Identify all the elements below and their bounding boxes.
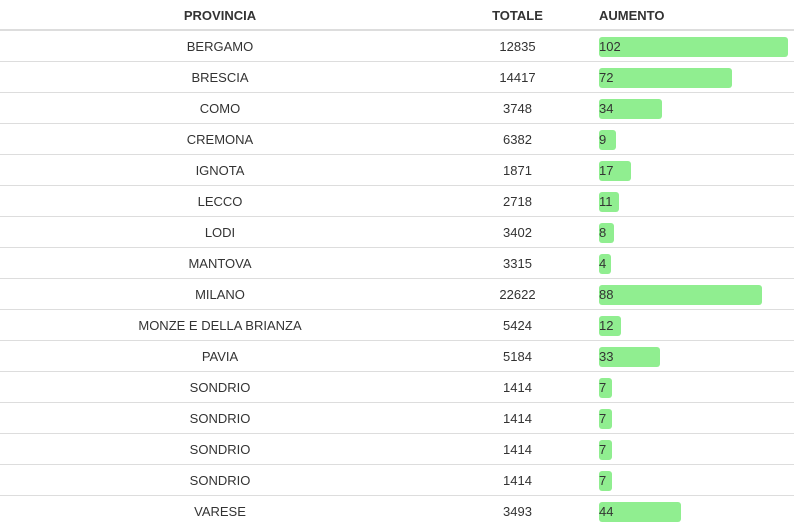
header-totale[interactable]: TOTALE [492,8,543,23]
aumento-value-label: 88 [599,287,614,302]
provincia-cell: BRESCIA [191,70,249,85]
totale-cell: 5424 [503,318,532,333]
aumento-bar [599,285,762,305]
table-row: BRESCIA 14417 72 [0,62,794,93]
aumento-value-label: 7 [599,473,607,488]
totale-cell: 22622 [499,287,536,302]
aumento-value-label: 44 [599,504,614,519]
aumento-value-label: 72 [599,70,614,85]
totale-cell: 1414 [503,442,532,457]
table-row: SONDRIO 1414 7 [0,403,794,434]
aumento-bar [599,471,612,491]
provincia-cell: BERGAMO [186,39,254,54]
provincia-cell: IGNOTA [195,163,245,178]
totale-cell: 1414 [503,473,532,488]
totale-cell: 2718 [503,194,532,209]
aumento-bar [599,223,614,243]
aumento-value-label: 11 [599,194,613,209]
aumento-value-label: 102 [599,39,621,54]
table-row: BERGAMO 12835 102 [0,31,794,62]
aumento-bar [599,440,612,460]
aumento-bar [599,254,611,274]
totale-cell: 3315 [503,256,532,271]
table-row: SONDRIO 1414 7 [0,465,794,496]
table-row: LECCO 2718 11 [0,186,794,217]
table-header: PROVINCIA TOTALE AUMENTO [0,0,794,31]
table-row: PAVIA 5184 33 [0,341,794,372]
aumento-bar [599,130,616,150]
aumento-bar [599,68,732,88]
aumento-value-label: 9 [599,132,607,147]
aumento-bar [599,161,631,181]
aumento-value-label: 33 [599,349,614,364]
table-row: SONDRIO 1414 7 [0,372,794,403]
totale-cell: 6382 [503,132,532,147]
aumento-value-label: 7 [599,442,607,457]
aumento-bar [599,347,660,367]
aumento-value-label: 17 [599,163,614,178]
aumento-value-label: 34 [599,101,614,116]
provincia-cell: SONDRIO [189,442,251,457]
totale-cell: 14417 [499,70,536,85]
totale-cell: 5184 [503,349,532,364]
totale-cell: 1414 [503,411,532,426]
table-row: MILANO 22622 88 [0,279,794,310]
totale-cell: 3402 [503,225,532,240]
table-body: BERGAMO 12835 102 BRESCIA 14417 72 COMO 3748 34 C… [0,31,794,527]
table-row: LODI 3402 8 [0,217,794,248]
aumento-bar [599,192,619,212]
header-provincia[interactable]: PROVINCIA [183,8,257,23]
table-row: VARESE 3493 44 [0,496,794,527]
provincia-cell: MONZE E DELLA BRIANZA [138,318,302,333]
aumento-bar [599,378,612,398]
aumento-value-label: 7 [599,380,607,395]
aumento-value-label: 4 [599,256,607,271]
table-row: CREMONA 6382 9 [0,124,794,155]
totale-cell: 3493 [503,504,532,519]
header-aumento[interactable]: AUMENTO [599,8,665,23]
aumento-value-label: 12 [599,318,614,333]
provincia-cell: MANTOVA [188,256,252,271]
table-row: COMO 3748 34 [0,93,794,124]
aumento-value-label: 8 [599,225,607,240]
aumento-value-label: 7 [599,411,607,426]
provincia-cell: SONDRIO [189,380,251,395]
provincia-cell: VARESE [194,504,246,519]
provincia-cell: LECCO [197,194,243,209]
provincia-cell: CREMONA [186,132,254,147]
provincia-cell: PAVIA [201,349,239,364]
provincia-cell: LODI [204,225,236,240]
aumento-bar [599,409,612,429]
provincia-cell: SONDRIO [189,473,251,488]
table-row: MONZE E DELLA BRIANZA 5424 12 [0,310,794,341]
totale-cell: 3748 [503,101,532,116]
totale-cell: 12835 [499,39,536,54]
aumento-bar [599,99,662,119]
totale-cell: 1414 [503,380,532,395]
provincia-cell: COMO [199,101,241,116]
table-row: SONDRIO 1414 7 [0,434,794,465]
table-row: MANTOVA 3315 4 [0,248,794,279]
aumento-bar [599,502,681,522]
provincia-cell: MILANO [195,287,245,302]
table-row: IGNOTA 1871 17 [0,155,794,186]
aumento-bar [599,37,788,57]
aumento-bar [599,316,621,336]
provincia-cell: SONDRIO [189,411,251,426]
totale-cell: 1871 [503,163,532,178]
